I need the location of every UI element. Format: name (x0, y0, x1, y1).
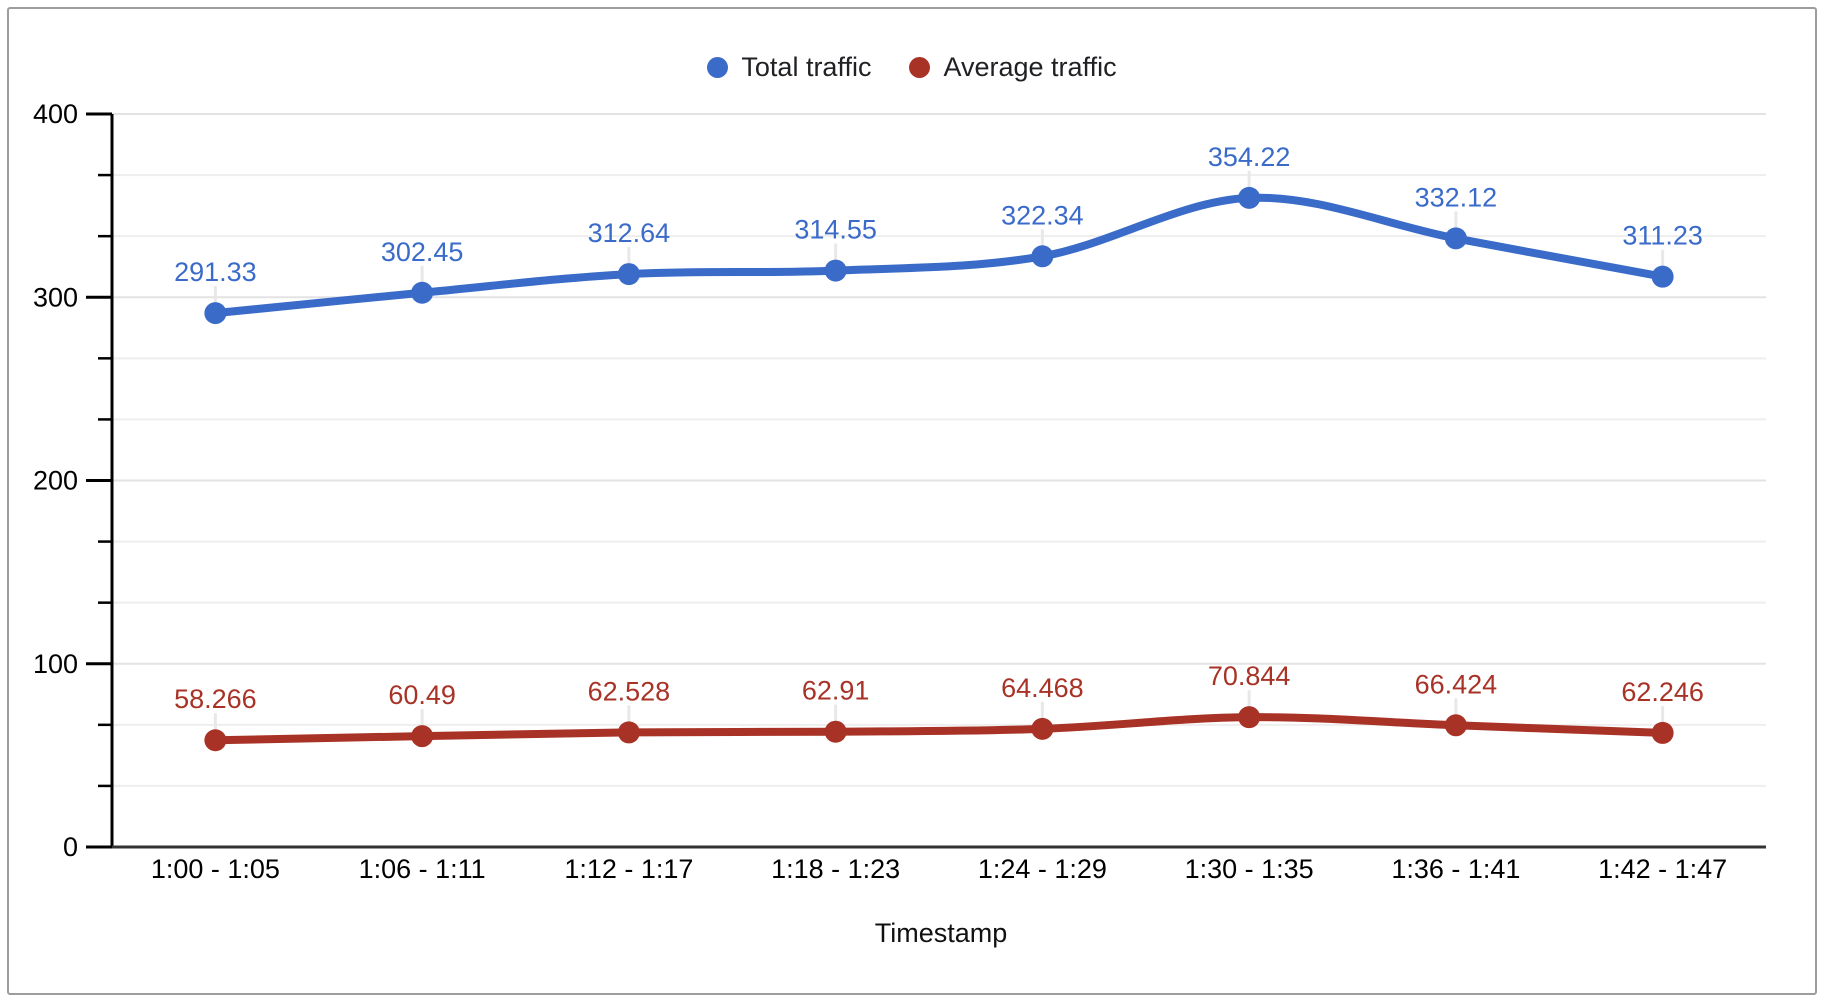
data-point-label-average-traffic: 58.266 (174, 684, 257, 714)
series-line-average-traffic (211, 713, 1667, 745)
data-point-label-average-traffic: 70.844 (1208, 661, 1291, 691)
data-point-label-total-traffic: 312.64 (588, 218, 671, 248)
data-point-marker-total-traffic[interactable] (617, 263, 640, 286)
data-point-label-total-traffic: 322.34 (1001, 200, 1084, 230)
data-point-label-total-traffic: 314.55 (794, 215, 877, 245)
legend-label-average-traffic: Average traffic (943, 52, 1117, 82)
chart-legend: Total traffic Average traffic (0, 54, 1824, 81)
data-point-marker-average-traffic[interactable] (411, 725, 434, 748)
data-point-marker-average-traffic[interactable] (1031, 717, 1054, 740)
legend-item-average-traffic[interactable]: Average traffic (909, 52, 1117, 82)
x-axis-label: 1:18 - 1:23 (771, 854, 900, 884)
data-point-marker-average-traffic[interactable] (204, 729, 227, 752)
x-axis-label: 1:36 - 1:41 (1391, 854, 1520, 884)
x-axis-label: 1:30 - 1:35 (1185, 854, 1314, 884)
data-point-marker-average-traffic[interactable] (1238, 706, 1261, 729)
data-point-label-total-traffic: 354.22 (1208, 142, 1291, 172)
data-point-label-total-traffic: 291.33 (174, 257, 257, 287)
data-point-label-average-traffic: 62.91 (802, 676, 870, 706)
data-point-marker-total-traffic[interactable] (824, 259, 847, 282)
legend-dot-average-traffic-icon (909, 57, 931, 78)
data-point-marker-total-traffic[interactable] (411, 281, 434, 304)
y-axis-tick-label: 200 (33, 466, 78, 496)
legend-dot-total-traffic-icon (707, 57, 729, 78)
data-point-label-total-traffic: 302.45 (381, 237, 464, 267)
y-axis-tick-label: 0 (63, 832, 78, 862)
series-line-total-traffic (211, 193, 1667, 318)
legend-item-total-traffic[interactable]: Total traffic (707, 54, 871, 81)
data-point-marker-total-traffic[interactable] (1651, 265, 1674, 288)
data-point-label-average-traffic: 62.528 (588, 676, 671, 706)
data-point-label-total-traffic: 311.23 (1622, 221, 1703, 251)
data-point-marker-total-traffic[interactable] (204, 302, 227, 325)
y-axis-tick-label: 400 (33, 99, 78, 129)
data-point-label-average-traffic: 64.468 (1001, 673, 1084, 703)
data-point-marker-total-traffic[interactable] (1444, 227, 1467, 250)
data-point-marker-average-traffic[interactable] (1651, 721, 1674, 744)
x-axis-label: 1:06 - 1:11 (359, 854, 486, 884)
data-point-label-average-traffic: 62.246 (1621, 677, 1704, 707)
data-point-marker-average-traffic[interactable] (1444, 714, 1467, 737)
data-point-marker-total-traffic[interactable] (1238, 186, 1261, 209)
x-axis-label: 1:24 - 1:29 (978, 854, 1107, 884)
y-axis-tick-label: 100 (33, 649, 78, 679)
x-axis-label: 1:12 - 1:17 (564, 854, 693, 884)
x-axis-label: 1:42 - 1:47 (1598, 854, 1727, 884)
data-point-marker-average-traffic[interactable] (617, 721, 640, 744)
data-point-marker-total-traffic[interactable] (1031, 245, 1054, 268)
y-axis-tick-label: 300 (33, 282, 78, 312)
x-axis-label: 1:00 - 1:05 (151, 854, 280, 884)
data-point-label-average-traffic: 60.49 (388, 680, 456, 710)
legend-label-total-traffic: Total traffic (741, 52, 872, 82)
data-point-label-total-traffic: 332.12 (1415, 182, 1498, 212)
data-point-marker-average-traffic[interactable] (824, 720, 847, 743)
x-axis-title: Timestamp (875, 918, 1008, 948)
data-point-label-average-traffic: 66.424 (1415, 669, 1498, 699)
